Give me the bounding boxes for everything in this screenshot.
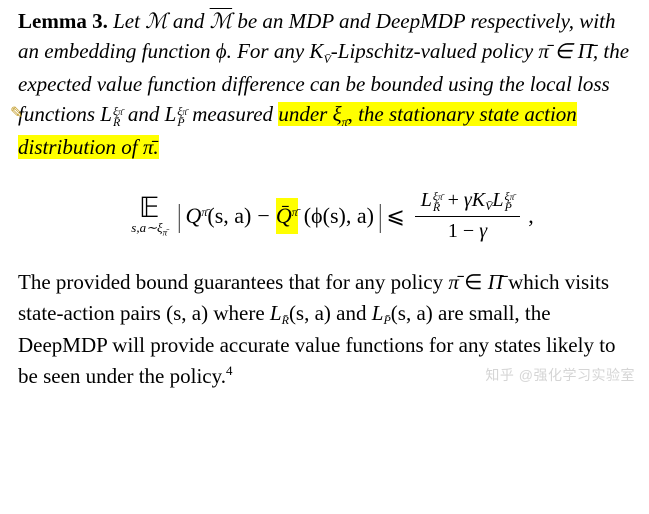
text-run: . For any xyxy=(227,39,310,63)
lemma-text-block: Lemma 3. Let ℳ and ℳ be an MDP and DeepM… xyxy=(18,6,631,162)
args-phi: (ϕ(s), a) xyxy=(304,200,374,232)
cal-M-bar: ℳ xyxy=(210,9,232,33)
sub-pibar: π̄ xyxy=(342,115,348,129)
pi-bar: π̄ xyxy=(143,135,154,159)
LR-symbol: Lξπ̄R̄ xyxy=(100,102,122,126)
text-run: The provided bound guarantees that for a… xyxy=(18,270,448,294)
sub-pibar: π̄ xyxy=(163,227,168,237)
sub-Pbar: P̄ xyxy=(177,117,187,128)
elem-of: ∈ xyxy=(549,39,578,63)
num-LP: Lξπ̄P̄ xyxy=(492,189,514,211)
sym-L: L xyxy=(100,102,112,126)
text-run: . xyxy=(153,135,158,159)
supsub: ξπ̄R̄ xyxy=(433,191,443,213)
sym-L: L xyxy=(372,301,384,325)
Pi-bar: Π̄ xyxy=(578,39,593,63)
supsub: ξπ̄R̄ xyxy=(113,106,123,128)
text-run: 1 − xyxy=(448,220,479,242)
args-sa: (s, a) xyxy=(207,203,251,228)
LP-fn: LP̄ xyxy=(372,301,391,325)
text-run: -Lipschitz-valued policy xyxy=(331,39,539,63)
sym-gamma: γ xyxy=(464,189,472,211)
pi-bar: π̄ xyxy=(448,270,459,294)
sym-L: L xyxy=(492,189,503,211)
cal-M: ℳ xyxy=(145,9,167,33)
text-run: and xyxy=(168,9,210,33)
xi-symbol: ξπ̄ xyxy=(333,102,348,126)
Pi-bar: Π̄ xyxy=(488,270,503,294)
abs-bar-left: | xyxy=(178,206,181,225)
text-run: under xyxy=(278,102,332,126)
highlight-Qbar: Q̄π̄ xyxy=(276,198,298,234)
highlight-span-1: under ξπ̄, the stationary state action xyxy=(278,102,577,126)
LR-fn: LR̄ xyxy=(270,301,289,325)
sym-L: L xyxy=(165,102,177,126)
supsub: ξπ̄P̄ xyxy=(505,191,515,213)
supsub: ξπ̄P̄ xyxy=(177,106,187,128)
fraction: Lξπ̄R̄ + γKV̄Lξπ̄P̄ 1 − γ xyxy=(415,190,520,241)
text-run: , the stationary state action xyxy=(348,102,577,126)
annotation-marker-icon: ✎ xyxy=(10,102,23,125)
watermark-text: 知乎 @强化学习实验室 xyxy=(485,365,635,385)
text-run: measured xyxy=(187,102,278,126)
sub-Rbar: R̄ xyxy=(113,117,123,128)
pair-sa: (s, a) xyxy=(166,301,208,325)
sub-sa: s,a xyxy=(131,220,146,235)
page-root: ✎ Lemma 3. Let ℳ and ℳ be an MDP and Dee… xyxy=(0,0,649,391)
sym-L: L xyxy=(421,189,432,211)
footnote-mark: 4 xyxy=(226,363,233,378)
expectation-sub: s,a∼ξπ̄ xyxy=(131,221,167,238)
text-run: where xyxy=(208,301,270,325)
num-LR: Lξπ̄R̄ xyxy=(421,189,443,211)
blackboard-E: 𝔼 xyxy=(139,195,159,223)
sup-pibar: π̄ xyxy=(292,205,298,219)
text-run: distribution of xyxy=(18,135,143,159)
fraction-numerator: Lξπ̄R̄ + γKV̄Lξπ̄P̄ xyxy=(415,190,520,217)
sub-Rbar: R̄ xyxy=(433,202,443,213)
sub-Vbar: V̄ xyxy=(485,199,492,213)
sup-pibar: π̄ xyxy=(201,205,207,219)
sym-xi: ξ xyxy=(333,102,342,126)
sym-K: K xyxy=(309,39,323,63)
LP-symbol: Lξπ̄P̄ xyxy=(165,102,187,126)
sub-Pbar: P̄ xyxy=(505,202,515,213)
sub-Rbar: R̄ xyxy=(282,313,289,327)
sym-Q: Q xyxy=(186,203,202,228)
args-sa: (s, a) xyxy=(289,301,331,325)
fraction-denominator: 1 − γ xyxy=(442,217,493,241)
sub-Pbar: P̄ xyxy=(383,313,390,327)
sym-Qbar: Q̄ xyxy=(276,203,292,228)
sub-sim-xi: ∼ξ xyxy=(146,220,162,235)
trailing-comma: , xyxy=(528,200,534,232)
highlight-span-2: distribution of π̄. xyxy=(18,135,159,159)
sym-K: K xyxy=(472,189,485,211)
num-K: KV̄ xyxy=(472,189,493,211)
elem-of: ∈ xyxy=(459,270,488,294)
text-run: Let xyxy=(108,9,145,33)
sym-L: L xyxy=(270,301,282,325)
text-run: and xyxy=(331,301,372,325)
sub-vbar: V̄ xyxy=(323,52,330,66)
equation-block: 𝔼 s,a∼ξπ̄ | Qπ̄(s, a) − Q̄π̄(ϕ(s), a) | … xyxy=(18,190,631,241)
expectation-operator: 𝔼 s,a∼ξπ̄ xyxy=(131,195,167,238)
pi-bar: π̄ xyxy=(538,39,549,63)
plus-sign: + xyxy=(443,189,464,211)
k-vbar: KV̄ xyxy=(309,39,330,63)
lemma-heading: Lemma 3. xyxy=(18,9,108,33)
sym-gamma: γ xyxy=(479,220,487,242)
args-sa: (s, a) xyxy=(391,301,433,325)
leq-sign: ⩽ xyxy=(386,200,404,232)
Q-term-1: Qπ̄(s, a) xyxy=(186,200,252,232)
abs-bar-right: | xyxy=(379,206,382,225)
minus-sign: − xyxy=(257,200,269,232)
text-run: and xyxy=(123,102,165,126)
phi-symbol: ϕ xyxy=(216,39,227,63)
